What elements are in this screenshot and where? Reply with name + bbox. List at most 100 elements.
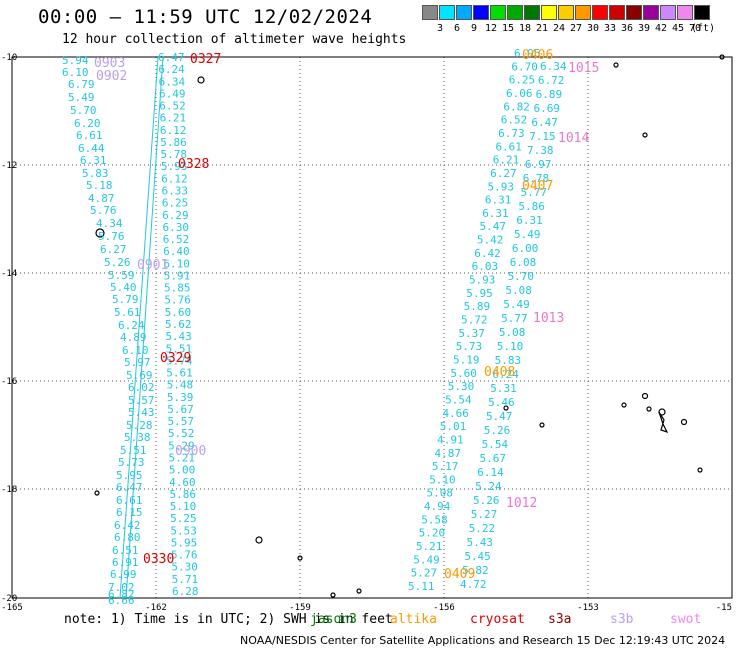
swh-value-label: 5.76 — [171, 549, 198, 562]
pass-label: 1013 — [533, 311, 564, 326]
swh-value-label: 5.83 — [82, 167, 109, 180]
swh-value-label: 6.82 — [503, 100, 530, 113]
island-outline — [719, 54, 725, 60]
swh-value-label: 6.61 — [116, 494, 143, 507]
swh-value-label: 5.74 — [166, 354, 193, 367]
legend-swatch — [490, 5, 506, 20]
legend-tick-label: 18 — [518, 23, 532, 34]
swh-value-label: 5.53 — [170, 524, 197, 537]
swh-value-label: 4.72 — [460, 578, 487, 591]
swh-value-label: 5.62 — [165, 318, 192, 331]
legend-tick-label: 12 — [484, 23, 498, 34]
swh-value-label: 6.12 — [160, 124, 187, 137]
swh-value-label: 6.31 — [482, 207, 509, 220]
swh-value-label: 6.91 — [112, 556, 139, 569]
swh-value-label: 5.78 — [161, 148, 188, 161]
pass-label: 0900 — [175, 444, 206, 459]
lat-tick-label: -20 — [1, 594, 17, 604]
swh-value-label: 5.61 — [166, 367, 193, 380]
swh-value-label: 5.93 — [161, 160, 188, 173]
swh-value-label: 6.70 — [511, 60, 537, 73]
page-subtitle: 12 hour collection of altimeter wave hei… — [62, 32, 407, 47]
swh-value-label: 5.49 — [503, 298, 530, 311]
credit-line: NOAA/NESDIS Center for Satellite Applica… — [240, 634, 726, 647]
legend-tick-label: 33 — [603, 23, 617, 34]
legend-swatch — [558, 5, 574, 20]
swh-value-label: 6.15 — [116, 506, 143, 519]
legend-swatch — [643, 5, 659, 20]
island-outline — [94, 490, 100, 496]
swh-value-label: 5.59 — [108, 269, 135, 282]
satellite-legend-item: jason3 — [310, 612, 357, 627]
swh-value-label: 6.61 — [495, 140, 522, 153]
swh-value-label: 5.54 — [482, 438, 509, 451]
swh-value-label: 5.69 — [126, 369, 153, 382]
swh-value-label: 6.34 — [540, 60, 567, 73]
legend-tick-label: 27 — [569, 23, 583, 34]
swh-value-label: 6.08 — [510, 256, 537, 269]
swh-value-label: 5.72 — [461, 314, 488, 327]
swh-value-label: 5.70 — [508, 270, 535, 283]
swh-value-label: 5.67 — [479, 452, 506, 465]
pass-label: 0406 — [522, 48, 553, 63]
lon-tick-label: -156 — [433, 603, 455, 613]
swh-value-label: 4.87 — [88, 192, 115, 205]
swh-value-label: 6.10 — [62, 66, 89, 79]
swh-value-label: 5.46 — [488, 396, 515, 409]
legend-swatch — [609, 5, 625, 20]
swh-value-label: 5.24 — [475, 480, 502, 493]
swh-value-label: 5.26 — [104, 256, 131, 269]
swh-value-label: 6.06 — [506, 87, 533, 100]
swh-value-label: 5.71 — [172, 573, 199, 586]
swh-value-label: 4.87 — [435, 447, 462, 460]
swh-value-label: 6.31 — [516, 214, 543, 227]
swh-value-label: 5.70 — [70, 104, 97, 117]
swh-value-label: 5.89 — [464, 300, 491, 313]
swh-value-label: 6.47 — [158, 51, 185, 64]
swh-value-label: 5.77 — [521, 186, 548, 199]
swh-value-label: 4.60 — [169, 476, 196, 489]
swh-value-label: 5.57 — [128, 394, 155, 407]
island-outline — [621, 402, 627, 408]
swh-value-label: 6.79 — [68, 78, 95, 91]
swh-value-label: 5.10 — [497, 340, 523, 353]
lat-tick-label: -18 — [1, 485, 17, 495]
swh-value-label: 5.45 — [464, 550, 491, 563]
swh-value-label: 5.40 — [110, 281, 137, 294]
legend-swatch — [456, 5, 472, 20]
swh-value-label: 5.79 — [112, 293, 139, 306]
swh-value-label: 6.03 — [472, 260, 499, 273]
swh-value-label: 5.93 — [469, 274, 496, 287]
swh-value-label: 5.76 — [164, 294, 191, 307]
swh-value-label: 5.30 — [171, 561, 198, 574]
island-outline — [330, 592, 336, 598]
legend-swatch — [524, 5, 540, 20]
swh-value-label: 6.47 — [116, 481, 143, 494]
swh-value-label: 6.72 — [538, 74, 565, 87]
pass-label: 0409 — [444, 567, 475, 582]
swh-value-label: 6.27 — [490, 167, 517, 180]
satellite-legend-item: cryosat — [470, 612, 525, 627]
swh-value-label: 6.97 — [525, 158, 552, 171]
swh-value-label: 7.02 — [108, 581, 135, 594]
swh-value-label: 6.73 — [498, 127, 524, 140]
swh-value-label: 6.82 — [108, 588, 135, 601]
ground-track — [125, 56, 164, 599]
swh-value-label: 5.08 — [427, 487, 454, 500]
swh-value-label: 5.26 — [473, 494, 500, 507]
satellite-legend-item: swot — [670, 612, 702, 627]
swh-value-label: 4.66 — [442, 407, 469, 420]
swh-value-label: 5.95 — [171, 536, 198, 549]
pass-label: 1012 — [506, 496, 537, 511]
swh-value-label: 5.67 — [167, 403, 194, 416]
pass-label: 0901 — [137, 258, 168, 273]
swh-value-label: 7.15 — [529, 130, 556, 143]
swh-value-label: 5.21 — [169, 452, 196, 465]
legend-swatch — [541, 5, 557, 20]
swh-value-label: 5.29 — [168, 439, 195, 452]
swh-value-label: 5.61 — [114, 306, 141, 319]
swh-value-label: 5.08 — [505, 284, 532, 297]
swh-tracks: 5.946.106.795.495.706.206.616.446.315.83… — [62, 47, 567, 607]
lon-tick-label: -165 — [1, 603, 23, 613]
